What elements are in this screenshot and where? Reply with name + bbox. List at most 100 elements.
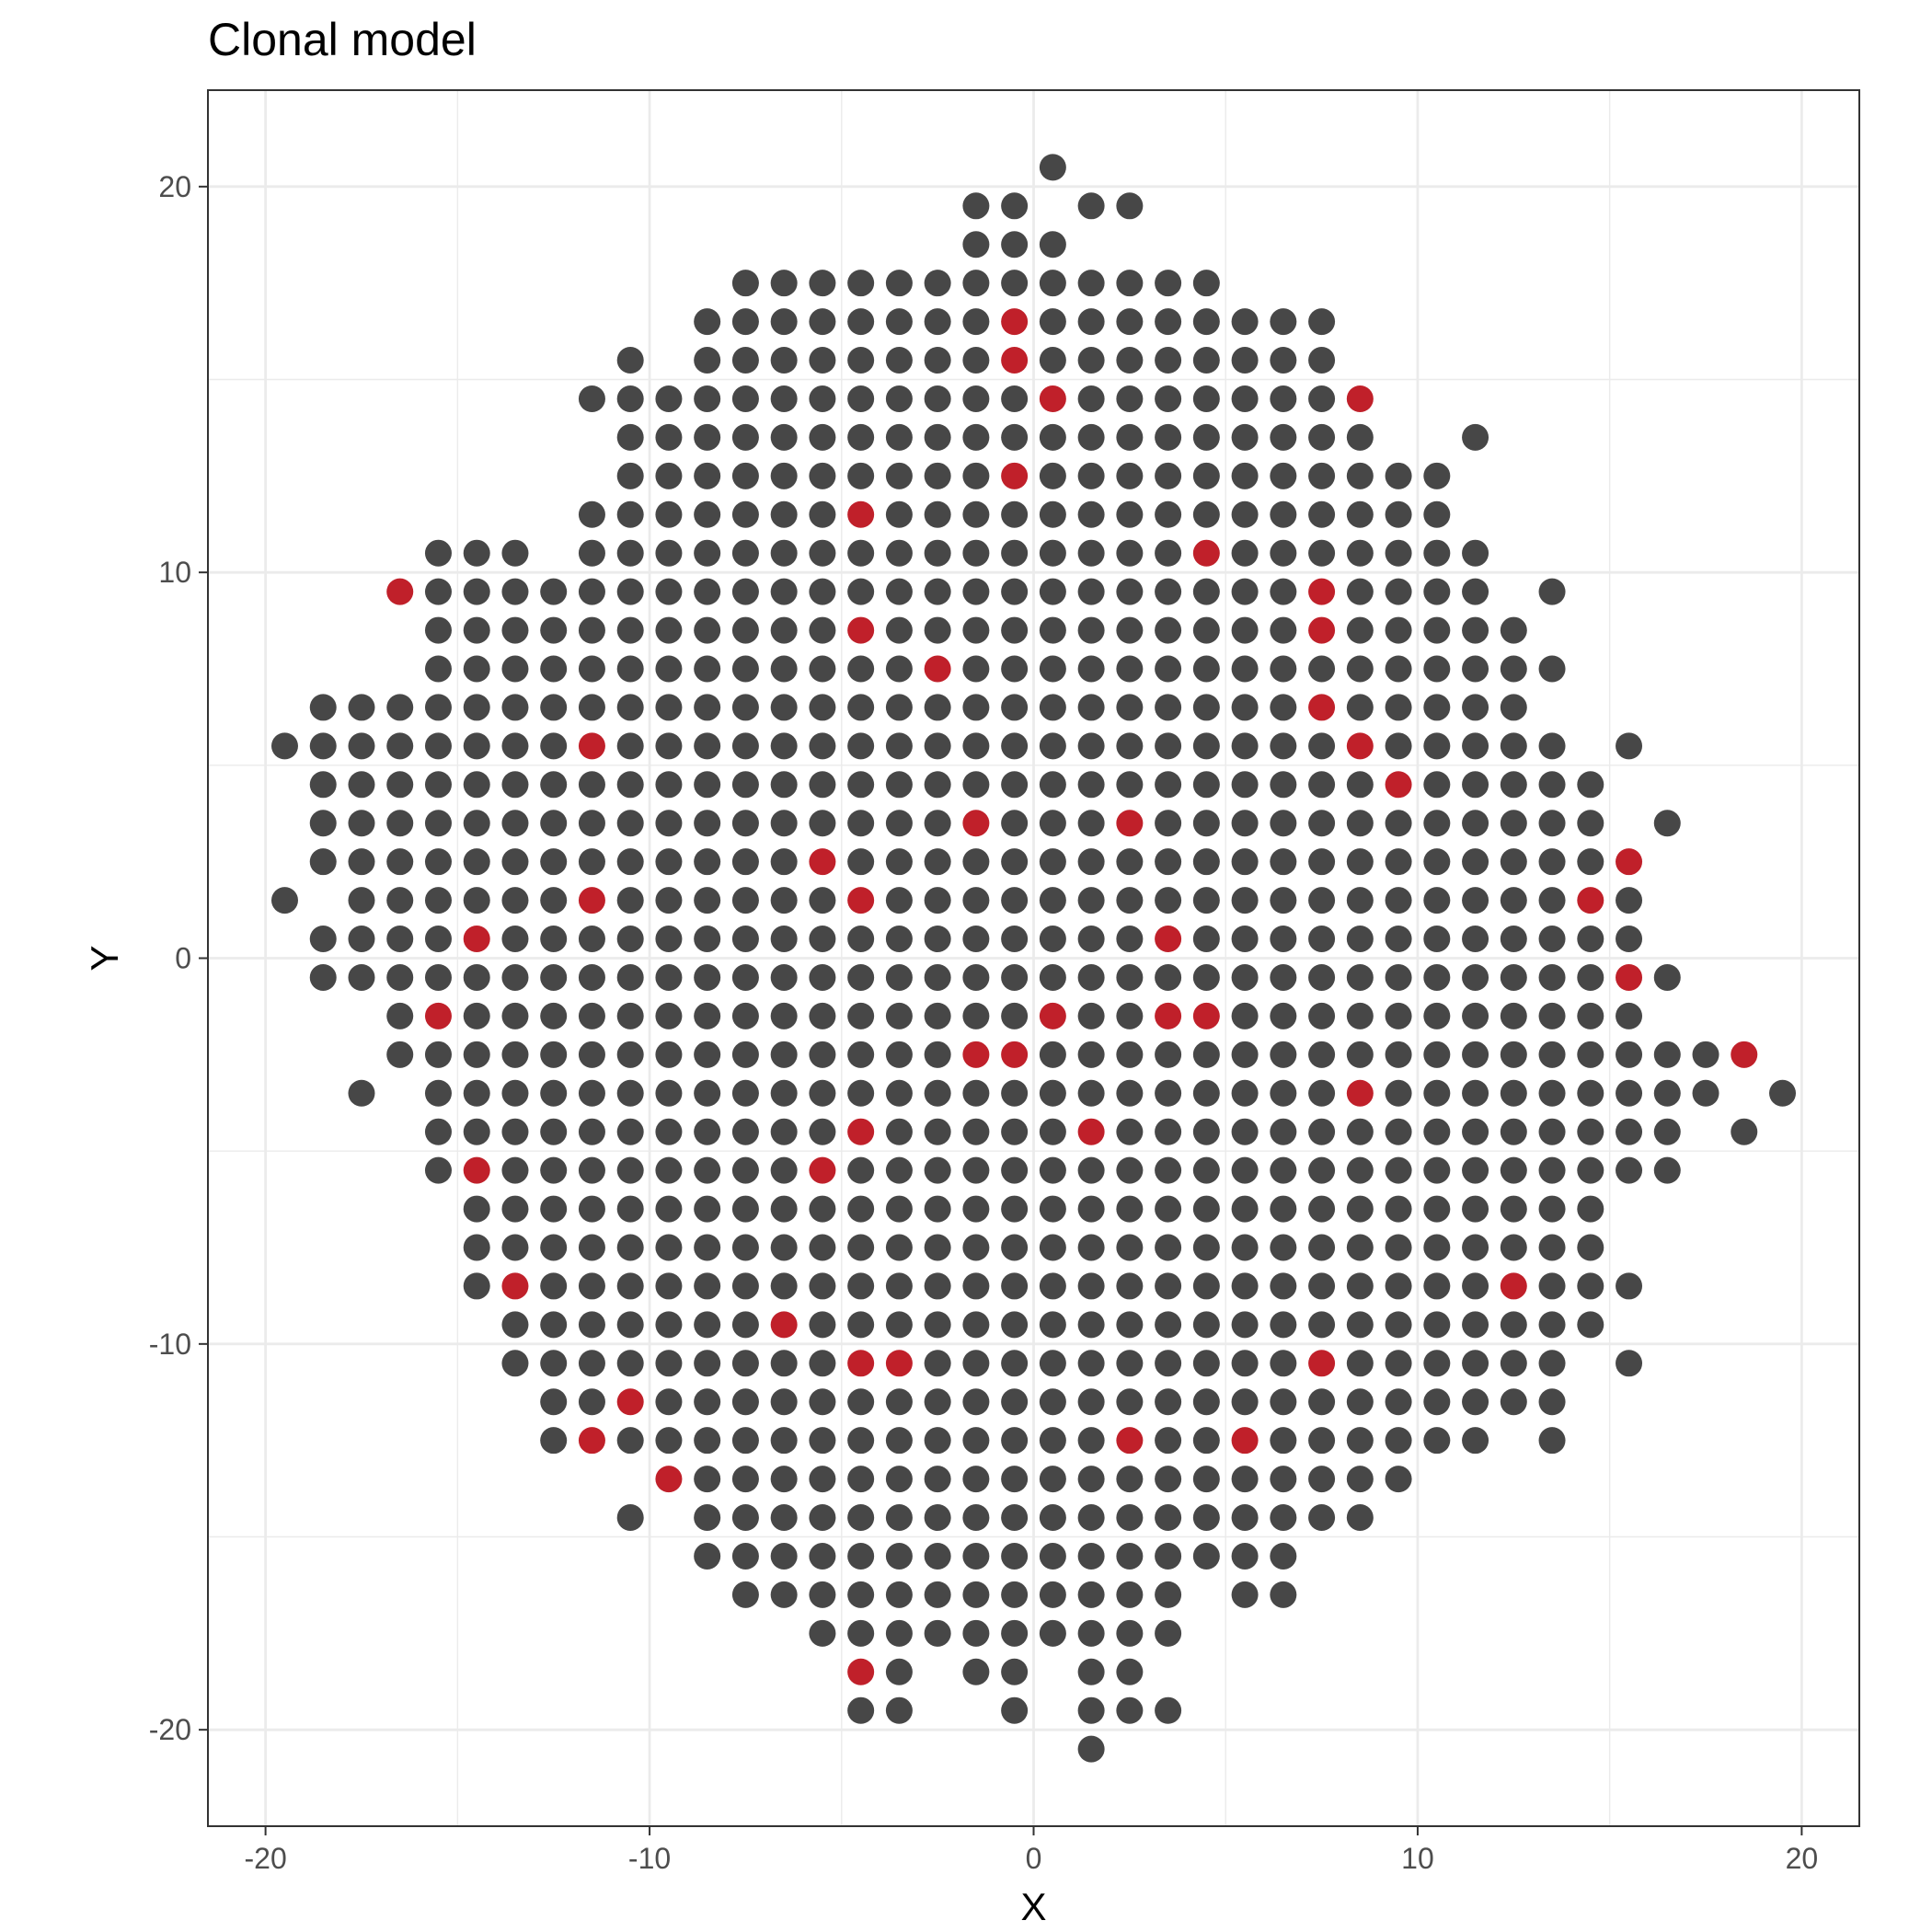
cell-point xyxy=(924,1311,951,1339)
cell-point xyxy=(1039,1195,1066,1223)
cell-point xyxy=(1270,1195,1297,1223)
cell-point xyxy=(1039,1041,1066,1068)
cell-point xyxy=(1692,1041,1719,1068)
x-tick-label: 20 xyxy=(1786,1842,1819,1875)
cell-point xyxy=(1192,1542,1220,1570)
cell-point xyxy=(1231,887,1259,914)
cell-point xyxy=(847,771,875,799)
cell-point xyxy=(463,1118,490,1145)
cell-point xyxy=(731,1079,759,1107)
cell-point xyxy=(1500,1156,1527,1184)
cell-point xyxy=(1077,1581,1105,1608)
cell-point xyxy=(1538,732,1566,760)
mutant-cell-point xyxy=(1155,1002,1182,1029)
cell-point xyxy=(578,694,605,721)
cell-point xyxy=(1155,1311,1182,1339)
cell-point xyxy=(1462,848,1489,876)
cell-point xyxy=(1423,655,1451,683)
cell-point xyxy=(847,1041,875,1068)
cell-point xyxy=(1039,347,1066,374)
cell-point xyxy=(770,1234,798,1261)
cell-point xyxy=(1077,810,1105,837)
cell-point xyxy=(847,385,875,412)
cell-point xyxy=(731,694,759,721)
cell-point xyxy=(1308,462,1336,489)
cell-point xyxy=(1077,1350,1105,1377)
cell-point xyxy=(1270,732,1297,760)
cell-point xyxy=(694,1311,721,1339)
cell-point xyxy=(694,347,721,374)
cell-point xyxy=(809,771,836,799)
cell-point xyxy=(1462,578,1489,605)
cell-point xyxy=(1270,308,1297,336)
cell-point xyxy=(348,694,375,721)
cell-point xyxy=(1039,926,1066,953)
cell-point xyxy=(1116,1658,1144,1685)
cell-point xyxy=(962,1350,990,1377)
cell-point xyxy=(770,1542,798,1570)
cell-point xyxy=(1500,1002,1527,1029)
cell-point xyxy=(1231,926,1259,953)
mutant-cell-point xyxy=(1231,1427,1259,1455)
cell-point xyxy=(1270,655,1297,683)
cell-point xyxy=(424,655,452,683)
cell-point xyxy=(616,963,644,991)
cell-point xyxy=(1346,1311,1374,1339)
cell-point xyxy=(1423,1079,1451,1107)
cell-point xyxy=(616,616,644,644)
cell-point xyxy=(962,1002,990,1029)
cell-point xyxy=(1653,1041,1681,1068)
cell-point xyxy=(578,616,605,644)
cell-point xyxy=(1270,848,1297,876)
cell-point xyxy=(1616,1041,1643,1068)
cell-point xyxy=(1346,1466,1374,1493)
cell-point xyxy=(1001,655,1029,683)
cell-point xyxy=(1423,500,1451,528)
mutant-cell-point xyxy=(962,810,990,837)
cell-point xyxy=(1616,926,1643,953)
mutant-cell-point xyxy=(847,1350,875,1377)
cell-point xyxy=(1500,926,1527,953)
cell-point xyxy=(424,1041,452,1068)
cell-point xyxy=(924,1388,951,1416)
cell-point xyxy=(1155,1234,1182,1261)
cell-point xyxy=(1077,347,1105,374)
cell-point xyxy=(1423,810,1451,837)
cell-point xyxy=(924,578,951,605)
cell-point xyxy=(1231,848,1259,876)
cell-point xyxy=(1231,462,1259,489)
cell-point xyxy=(1001,1658,1029,1685)
cell-point xyxy=(540,1427,568,1455)
cell-point xyxy=(1462,1427,1489,1455)
cell-point xyxy=(1231,1234,1259,1261)
cell-point xyxy=(885,655,913,683)
cell-point xyxy=(847,1542,875,1570)
cell-point xyxy=(1270,1350,1297,1377)
cell-point xyxy=(578,1156,605,1184)
cell-point xyxy=(962,1388,990,1416)
cell-point xyxy=(386,887,414,914)
cell-point xyxy=(1385,1388,1412,1416)
cell-point xyxy=(770,308,798,336)
cell-point xyxy=(1500,810,1527,837)
cell-point xyxy=(809,1466,836,1493)
cell-point xyxy=(694,694,721,721)
cell-point xyxy=(1500,1234,1527,1261)
cell-point xyxy=(1308,1002,1336,1029)
cell-point xyxy=(1155,1466,1182,1493)
mutant-cell-point xyxy=(1001,1041,1029,1068)
cell-point xyxy=(386,732,414,760)
cell-point xyxy=(1270,1504,1297,1532)
cell-point xyxy=(924,462,951,489)
cell-point xyxy=(885,1466,913,1493)
cell-point xyxy=(1270,887,1297,914)
cell-point xyxy=(501,1079,529,1107)
cell-point xyxy=(1270,1234,1297,1261)
cell-point xyxy=(1385,1195,1412,1223)
cell-point xyxy=(1423,539,1451,567)
cell-point xyxy=(731,462,759,489)
cell-point xyxy=(694,1118,721,1145)
cell-point xyxy=(540,616,568,644)
mutant-cell-point xyxy=(1116,1427,1144,1455)
cell-point xyxy=(463,771,490,799)
